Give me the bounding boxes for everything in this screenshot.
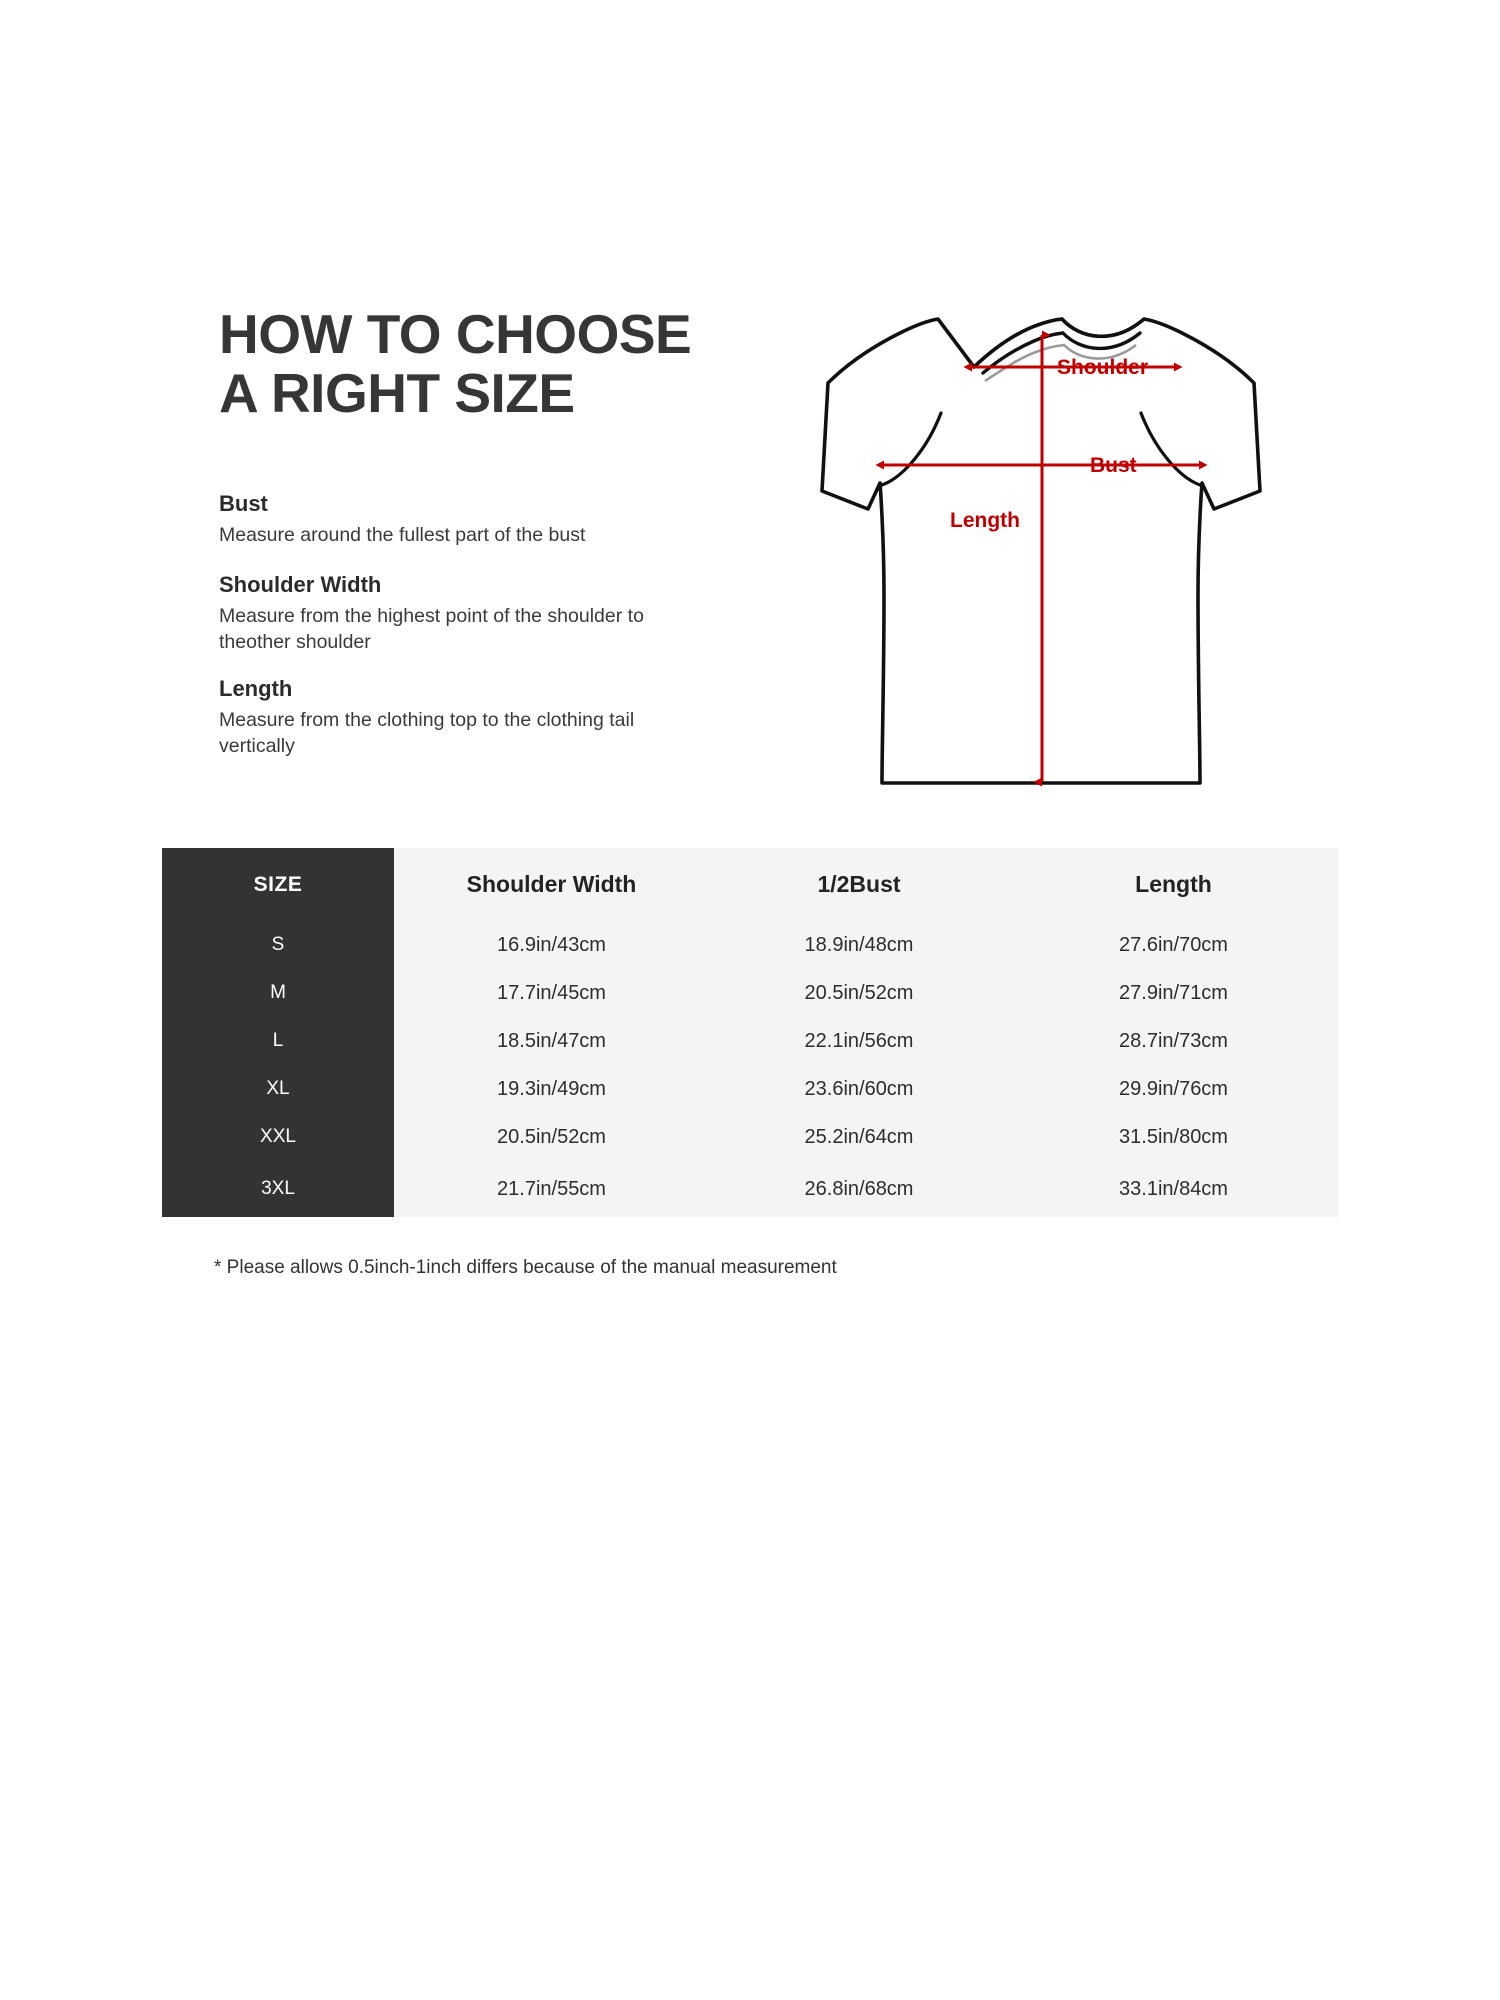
- cell-length: 33.1in/84cm: [1009, 1161, 1338, 1217]
- table-row: XL 19.3in/49cm 23.6in/60cm 29.9in/76cm: [162, 1065, 1338, 1113]
- column-header-size: SIZE: [162, 848, 394, 921]
- cell-shoulder: 19.3in/49cm: [394, 1065, 709, 1113]
- cell-bust: 25.2in/64cm: [709, 1113, 1009, 1161]
- table-row: L 18.5in/47cm 22.1in/56cm 28.7in/73cm: [162, 1017, 1338, 1065]
- collar-outer: [972, 317, 1146, 369]
- page-title: HOW TO CHOOSE A RIGHT SIZE: [219, 303, 739, 425]
- table-row: M 17.7in/45cm 20.5in/52cm 27.9in/71cm: [162, 969, 1338, 1017]
- size-table-body: S 16.9in/43cm 18.9in/48cm 27.6in/70cm M …: [162, 921, 1338, 1217]
- measurement-bust-description: Measure around the fullest part of the b…: [219, 523, 586, 546]
- left-sleeve-seam: [880, 411, 943, 487]
- bust-label: Bust: [1090, 454, 1137, 477]
- measurement-length-description: Measure from the clothing top to the clo…: [219, 708, 635, 757]
- tshirt-measurement-diagram: Shoulder Bust Length: [762, 295, 1282, 815]
- cell-shoulder: 18.5in/47cm: [394, 1017, 709, 1065]
- cell-size: L: [162, 1017, 394, 1065]
- right-sleeve-seam: [1139, 411, 1202, 487]
- size-chart-card: HOW TO CHOOSE A RIGHT SIZE Bust Measure …: [162, 0, 1338, 2000]
- measurement-shoulder-width-description: Measure from the highest point of the sh…: [219, 604, 644, 653]
- cell-size: M: [162, 969, 394, 1017]
- cell-shoulder: 17.7in/45cm: [394, 969, 709, 1017]
- cell-bust: 18.9in/48cm: [709, 921, 1009, 969]
- measurement-length: Length Measure from the clothing top to …: [219, 674, 689, 760]
- table-row: 3XL 21.7in/55cm 26.8in/68cm 33.1in/84cm: [162, 1161, 1338, 1217]
- measurement-bust: Bust Measure around the fullest part of …: [219, 489, 689, 549]
- size-table: SIZE Shoulder Width 1/2Bust Length S 16.…: [162, 848, 1338, 1217]
- cell-shoulder: 20.5in/52cm: [394, 1113, 709, 1161]
- cell-bust: 23.6in/60cm: [709, 1065, 1009, 1113]
- page-title-line2: A RIGHT SIZE: [219, 362, 575, 425]
- cell-length: 29.9in/76cm: [1009, 1065, 1338, 1113]
- measurement-shoulder-width-title: Shoulder Width: [219, 572, 382, 597]
- size-table-head: SIZE Shoulder Width 1/2Bust Length: [162, 848, 1338, 921]
- cell-bust: 26.8in/68cm: [709, 1161, 1009, 1217]
- cell-length: 28.7in/73cm: [1009, 1017, 1338, 1065]
- column-header-length: Length: [1009, 848, 1338, 921]
- length-label: Length: [950, 509, 1020, 532]
- cell-shoulder: 21.7in/55cm: [394, 1161, 709, 1217]
- shoulder-label: Shoulder: [1057, 356, 1148, 379]
- cell-length: 31.5in/80cm: [1009, 1113, 1338, 1161]
- cell-size: XXL: [162, 1113, 394, 1161]
- column-header-half-bust: 1/2Bust: [709, 848, 1009, 921]
- measurement-shoulder-width: Shoulder Width Measure from the highest …: [219, 570, 689, 656]
- cell-size: XL: [162, 1065, 394, 1113]
- intro-section: HOW TO CHOOSE A RIGHT SIZE Bust Measure …: [162, 0, 1338, 848]
- size-table-header-row: SIZE Shoulder Width 1/2Bust Length: [162, 848, 1338, 921]
- table-row: XXL 20.5in/52cm 25.2in/64cm 31.5in/80cm: [162, 1113, 1338, 1161]
- cell-length: 27.9in/71cm: [1009, 969, 1338, 1017]
- cell-length: 27.6in/70cm: [1009, 921, 1338, 969]
- cell-bust: 22.1in/56cm: [709, 1017, 1009, 1065]
- measurement-length-title: Length: [219, 676, 293, 701]
- collar-inner: [981, 331, 1142, 375]
- page-title-line1: HOW TO CHOOSE: [219, 303, 692, 365]
- cell-size: 3XL: [162, 1161, 394, 1217]
- table-row: S 16.9in/43cm 18.9in/48cm 27.6in/70cm: [162, 921, 1338, 969]
- measurement-disclaimer: * Please allows 0.5inch-1inch differs be…: [214, 1257, 837, 1278]
- column-header-shoulder-width: Shoulder Width: [394, 848, 709, 921]
- measurement-bust-title: Bust: [219, 491, 268, 516]
- cell-bust: 20.5in/52cm: [709, 969, 1009, 1017]
- collar-shadow: [984, 343, 1137, 383]
- cell-size: S: [162, 921, 394, 969]
- cell-shoulder: 16.9in/43cm: [394, 921, 709, 969]
